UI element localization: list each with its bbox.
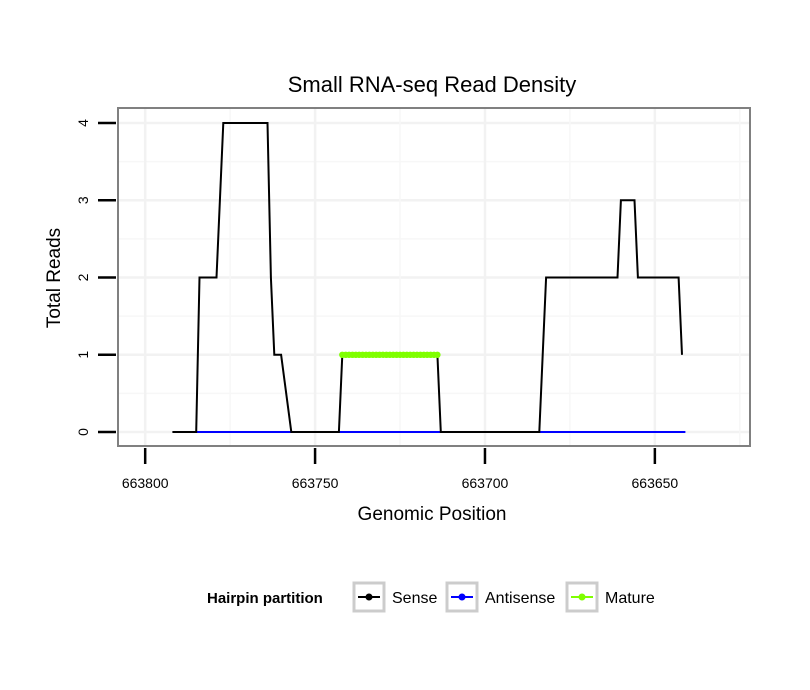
x-tick-label: 663700 bbox=[462, 475, 509, 491]
legend-label: Mature bbox=[605, 590, 655, 607]
legend-title: Hairpin partition bbox=[207, 590, 323, 607]
legend-key-point bbox=[458, 593, 466, 601]
y-tick-label: 0 bbox=[75, 428, 91, 436]
x-axis: 663800 663750 663700 663650 bbox=[122, 448, 679, 491]
legend-item-mature: Mature bbox=[565, 581, 655, 613]
legend-key-point bbox=[578, 593, 586, 601]
x-tick-label: 663650 bbox=[632, 475, 679, 491]
x-axis-label: Genomic Position bbox=[358, 504, 507, 525]
y-axis-label: Total Reads bbox=[44, 228, 65, 328]
legend-item-sense: Sense bbox=[352, 581, 437, 613]
x-tick-label: 663750 bbox=[292, 475, 339, 491]
chart-title: Small RNA-seq Read Density bbox=[288, 72, 577, 97]
legend-label: Sense bbox=[392, 590, 437, 607]
legend-key-point bbox=[365, 593, 373, 601]
series-line-sense bbox=[172, 122, 683, 433]
plot-border bbox=[117, 107, 751, 447]
legend-label: Antisense bbox=[485, 590, 555, 607]
y-axis: 0 1 2 3 4 bbox=[75, 119, 116, 436]
y-tick-label: 1 bbox=[75, 351, 91, 359]
y-tick-label: 2 bbox=[75, 273, 91, 281]
legend-item-antisense: Antisense bbox=[445, 581, 555, 613]
plot-area bbox=[117, 107, 751, 447]
mature-point bbox=[434, 351, 441, 358]
y-tick-label: 4 bbox=[75, 119, 91, 127]
legend: Hairpin partition Sense Antisense Mature bbox=[207, 581, 655, 613]
series-layer bbox=[172, 122, 686, 433]
x-tick-label: 663800 bbox=[122, 475, 169, 491]
y-tick-label: 3 bbox=[75, 196, 91, 204]
